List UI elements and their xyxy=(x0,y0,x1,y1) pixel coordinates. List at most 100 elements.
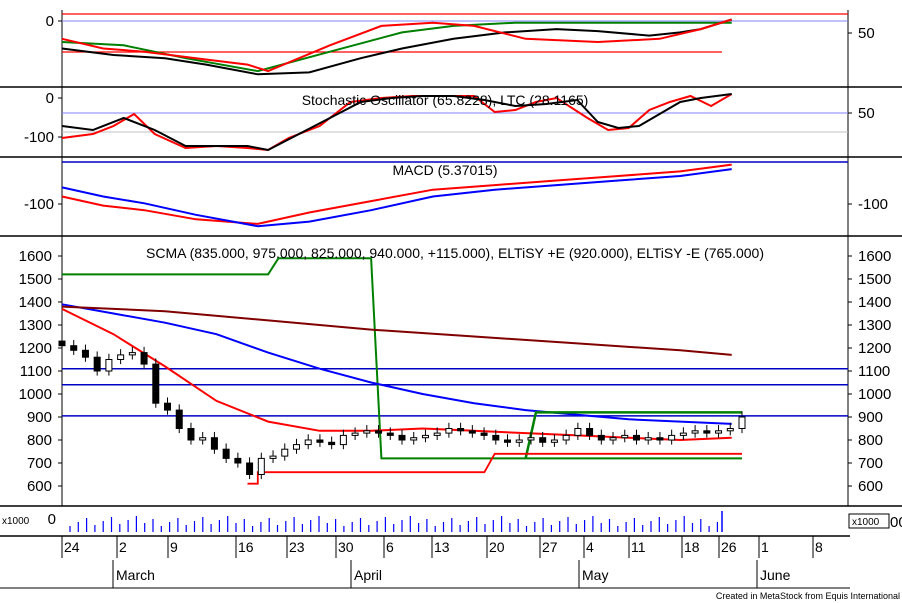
date-tick-label: 24 xyxy=(64,539,80,555)
candle-body xyxy=(410,437,418,441)
right-price-tick: 800 xyxy=(858,432,883,449)
left-price-tick: 700 xyxy=(27,455,52,472)
candle-body xyxy=(164,402,172,411)
date-tick-label: 13 xyxy=(434,539,450,555)
candle-body xyxy=(586,428,594,436)
left-price-tick: 600 xyxy=(27,478,52,495)
candle-body xyxy=(433,432,441,436)
metastock-credit: Created in MetaStock from Equis Internat… xyxy=(715,591,900,601)
candle-body xyxy=(527,437,535,441)
left-tick-label: 0 xyxy=(46,90,54,107)
candle-body xyxy=(152,363,160,404)
date-tick-label: 30 xyxy=(338,539,354,555)
right-price-tick: 1100 xyxy=(858,363,890,380)
date-tick-label: 23 xyxy=(289,539,305,555)
candle-body xyxy=(140,352,148,365)
date-tick-label: 20 xyxy=(489,539,505,555)
date-tick-label: 11 xyxy=(631,539,646,555)
left-price-tick: 1100 xyxy=(20,363,52,380)
candle-body xyxy=(339,434,347,446)
right-price-tick: 1000 xyxy=(858,386,891,403)
volume-right-tail: 00 xyxy=(890,514,902,531)
candle-body xyxy=(222,448,230,459)
left-tick-label: -100 xyxy=(24,196,54,213)
eltisy-lower-step xyxy=(247,452,742,485)
candle-body xyxy=(492,434,500,441)
candle-body xyxy=(81,349,89,358)
date-tick-label: 4 xyxy=(586,539,594,555)
candle-body xyxy=(210,437,218,450)
candle-body xyxy=(128,352,136,356)
candle-body xyxy=(175,409,183,430)
candle-body xyxy=(468,430,476,434)
right-price-tick: 1500 xyxy=(858,271,891,288)
right-price-tick: 1300 xyxy=(858,317,891,334)
date-tick-label: 27 xyxy=(542,539,558,555)
candle-body xyxy=(199,437,207,441)
candle-body xyxy=(703,430,711,434)
date-tick-label: 16 xyxy=(238,539,254,555)
candle-body xyxy=(539,437,547,443)
candle-body xyxy=(421,434,429,439)
candle-body xyxy=(234,457,242,464)
left-tick-label: -100 xyxy=(24,129,54,146)
candle-body xyxy=(632,434,640,441)
candle-body xyxy=(726,428,734,432)
month-label: March xyxy=(116,567,155,583)
right-tick-label: 50 xyxy=(858,25,875,42)
volume-left-tick: 0 xyxy=(48,511,56,528)
left-price-tick: 900 xyxy=(27,409,52,426)
left-price-tick: 1300 xyxy=(19,317,52,334)
candle-body xyxy=(281,448,289,457)
left-tick-label: 0 xyxy=(46,13,54,30)
eltisy-upper-box xyxy=(524,411,742,459)
volume-right-label: x1000 xyxy=(852,517,880,528)
price-line-red xyxy=(61,308,732,442)
candle-body xyxy=(304,439,312,446)
month-label: April xyxy=(354,567,382,583)
candle-body xyxy=(246,462,254,475)
date-tick-label: 6 xyxy=(386,539,394,555)
right-price-tick: 1200 xyxy=(858,340,891,357)
candle-body xyxy=(715,430,723,434)
candle-body xyxy=(398,434,406,441)
candle-body xyxy=(480,432,488,436)
candle-body xyxy=(292,444,300,450)
candle-body xyxy=(656,437,664,441)
left-price-tick: 1000 xyxy=(19,386,52,403)
date-tick-label: 2 xyxy=(119,539,127,555)
candle-body xyxy=(550,439,558,443)
panel-title: Stochastic Oscillator (65.8228), LTC (28… xyxy=(302,92,589,108)
candle-body xyxy=(70,345,78,351)
candle-body xyxy=(644,437,652,441)
candle-body xyxy=(375,430,383,434)
macd-series-blue xyxy=(61,168,732,228)
candle-body xyxy=(668,434,676,441)
top-oscillator-series-black xyxy=(61,18,732,76)
volume-right-box xyxy=(848,513,890,529)
left-price-tick: 1600 xyxy=(19,248,52,265)
candle-body xyxy=(504,439,512,443)
candle-body xyxy=(679,432,687,436)
right-price-tick: 700 xyxy=(858,455,883,472)
candle-body xyxy=(691,430,699,434)
candle-body xyxy=(515,439,523,443)
date-tick-label: 8 xyxy=(815,539,823,555)
candle-body xyxy=(257,457,265,475)
right-tick-label: -100 xyxy=(858,196,888,213)
date-tick-label: 26 xyxy=(721,539,737,555)
date-tick-label: 1 xyxy=(761,539,769,555)
month-label: May xyxy=(582,567,608,583)
right-tick-label: 50 xyxy=(858,105,875,122)
candle-body xyxy=(269,455,277,459)
macd-series-red xyxy=(61,163,732,225)
candle-body xyxy=(597,434,605,441)
candle-body xyxy=(93,356,101,372)
price-line-blue xyxy=(61,303,732,425)
month-label: June xyxy=(760,567,791,583)
right-price-tick: 900 xyxy=(858,409,883,426)
candle-body xyxy=(386,432,394,436)
price-line-green xyxy=(62,257,742,460)
candle-body xyxy=(457,428,465,432)
candle-body xyxy=(328,441,336,446)
